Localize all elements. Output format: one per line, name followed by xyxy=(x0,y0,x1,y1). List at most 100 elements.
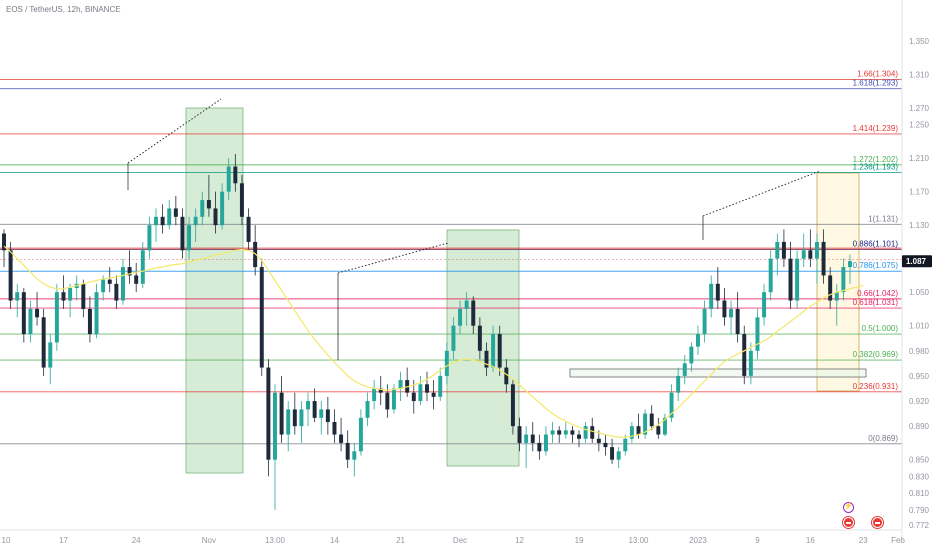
candle-body xyxy=(193,216,198,226)
candle-body xyxy=(213,208,218,226)
price-tick-label: 0.790 xyxy=(909,506,930,515)
price-tick-label: 0.950 xyxy=(909,372,930,381)
price-tick-label: 0.830 xyxy=(909,472,930,481)
time-tick-label: 13:00 xyxy=(265,536,286,545)
time-tick-label: 14 xyxy=(330,536,339,545)
price-tick-label: 1.350 xyxy=(909,37,930,46)
fib-labels-layer: 1.66(1.304)1.618(1.293) 1.414(1.239) 1.272… xyxy=(853,69,899,442)
candle-body xyxy=(610,447,615,460)
candle-body xyxy=(781,241,786,259)
candle-body xyxy=(729,308,734,318)
price-tick-label: 0.980 xyxy=(909,347,930,356)
fib-level-label: 0(0.869) xyxy=(868,434,898,443)
candle-body xyxy=(801,250,806,259)
candle-body xyxy=(590,426,595,439)
fib-level-label: 0.786(1.075) xyxy=(853,261,899,270)
candle-body xyxy=(643,413,648,435)
price-tick-label: 0.772 xyxy=(909,521,930,530)
time-axis[interactable]: 10 17 24 Nov 13:00 14 21 Dec 12 19 13:00 2023 9 16 23 F… xyxy=(0,529,905,545)
time-tick-label: 10 xyxy=(2,536,11,545)
price-tick-label: 1.250 xyxy=(909,121,930,130)
candle-body xyxy=(616,451,621,460)
candle-body xyxy=(200,200,205,217)
trendline xyxy=(337,242,449,274)
candle-body xyxy=(510,384,515,427)
trendlines-layer xyxy=(127,98,821,360)
candle-body xyxy=(504,367,509,385)
candle-body xyxy=(378,388,383,393)
fib-level-label: 1.66(1.304) xyxy=(857,69,898,78)
candle-body xyxy=(484,350,489,368)
candle-body xyxy=(173,208,178,217)
candle-body xyxy=(273,392,277,460)
candle-body xyxy=(458,308,463,326)
candle-body xyxy=(735,308,740,335)
candle-body xyxy=(48,342,53,368)
candle-body xyxy=(28,308,33,335)
candle-body xyxy=(87,308,92,335)
green-zone-box xyxy=(446,229,520,467)
candle-body xyxy=(623,438,628,452)
candle-body xyxy=(543,434,548,452)
candle-body xyxy=(2,233,6,251)
flash-event-icon[interactable]: ⚡ xyxy=(843,502,854,513)
candle-body xyxy=(101,279,106,293)
candle-body xyxy=(570,430,575,435)
candle-body xyxy=(385,392,390,410)
candle-body xyxy=(35,308,40,318)
trendline xyxy=(127,98,222,164)
candle-body xyxy=(530,434,535,443)
time-tick-label: 12 xyxy=(515,536,524,545)
time-tick-label: 23 xyxy=(859,536,868,545)
candle-body xyxy=(471,300,476,326)
fib-level-label: 1.618(1.293) xyxy=(853,79,899,88)
candle-body xyxy=(114,283,119,301)
candle-body xyxy=(312,401,317,418)
candle-body xyxy=(134,275,139,284)
price-tick-label: 0.890 xyxy=(909,422,930,431)
price-tick-label: 0.850 xyxy=(909,456,930,465)
candle-body xyxy=(656,426,661,435)
time-tick-label: 2023 xyxy=(689,536,707,545)
candle-body xyxy=(477,325,482,351)
candle-body xyxy=(808,250,813,259)
candle-body xyxy=(748,350,753,376)
us-flag-event-icon[interactable] xyxy=(843,517,854,528)
fib-level-label: 0.618(1.031) xyxy=(853,298,899,307)
candle-body xyxy=(246,216,251,242)
time-tick-label: 16 xyxy=(806,536,815,545)
candle-body xyxy=(431,392,436,397)
candle-body xyxy=(841,267,846,293)
candle-body xyxy=(332,421,337,435)
candle-body xyxy=(828,275,833,301)
candle-body xyxy=(775,241,780,259)
candle-body xyxy=(762,292,767,318)
time-tick-label: 19 xyxy=(575,536,584,545)
us-flag-event-icon[interactable] xyxy=(872,517,883,528)
time-tick-label: Dec xyxy=(453,536,467,545)
time-tick-label: Feb xyxy=(891,536,905,545)
candle-body xyxy=(391,388,396,410)
price-tick-label: 1.210 xyxy=(909,154,930,163)
candle-body xyxy=(788,258,793,301)
last-price-tag-bg xyxy=(902,255,932,268)
candle-body xyxy=(372,388,377,402)
candle-body xyxy=(61,292,66,301)
candle-body xyxy=(550,430,555,435)
candle-body xyxy=(715,283,720,301)
candle-body xyxy=(279,392,284,435)
candle-body xyxy=(517,426,522,443)
time-tick-label: 21 xyxy=(396,536,405,545)
fib-level-label: 0.66(1.042) xyxy=(857,289,898,298)
candle-body xyxy=(365,401,370,418)
candle-body xyxy=(226,166,231,192)
candle-body xyxy=(636,426,641,435)
last-price-tag: 1.087 xyxy=(902,255,932,268)
candle-body xyxy=(669,392,674,418)
candle-body xyxy=(524,434,529,443)
candle-body xyxy=(94,292,99,335)
fib-level-label: 1.414(1.239) xyxy=(853,124,899,133)
candle-body xyxy=(180,216,185,251)
candle-body xyxy=(814,241,819,259)
